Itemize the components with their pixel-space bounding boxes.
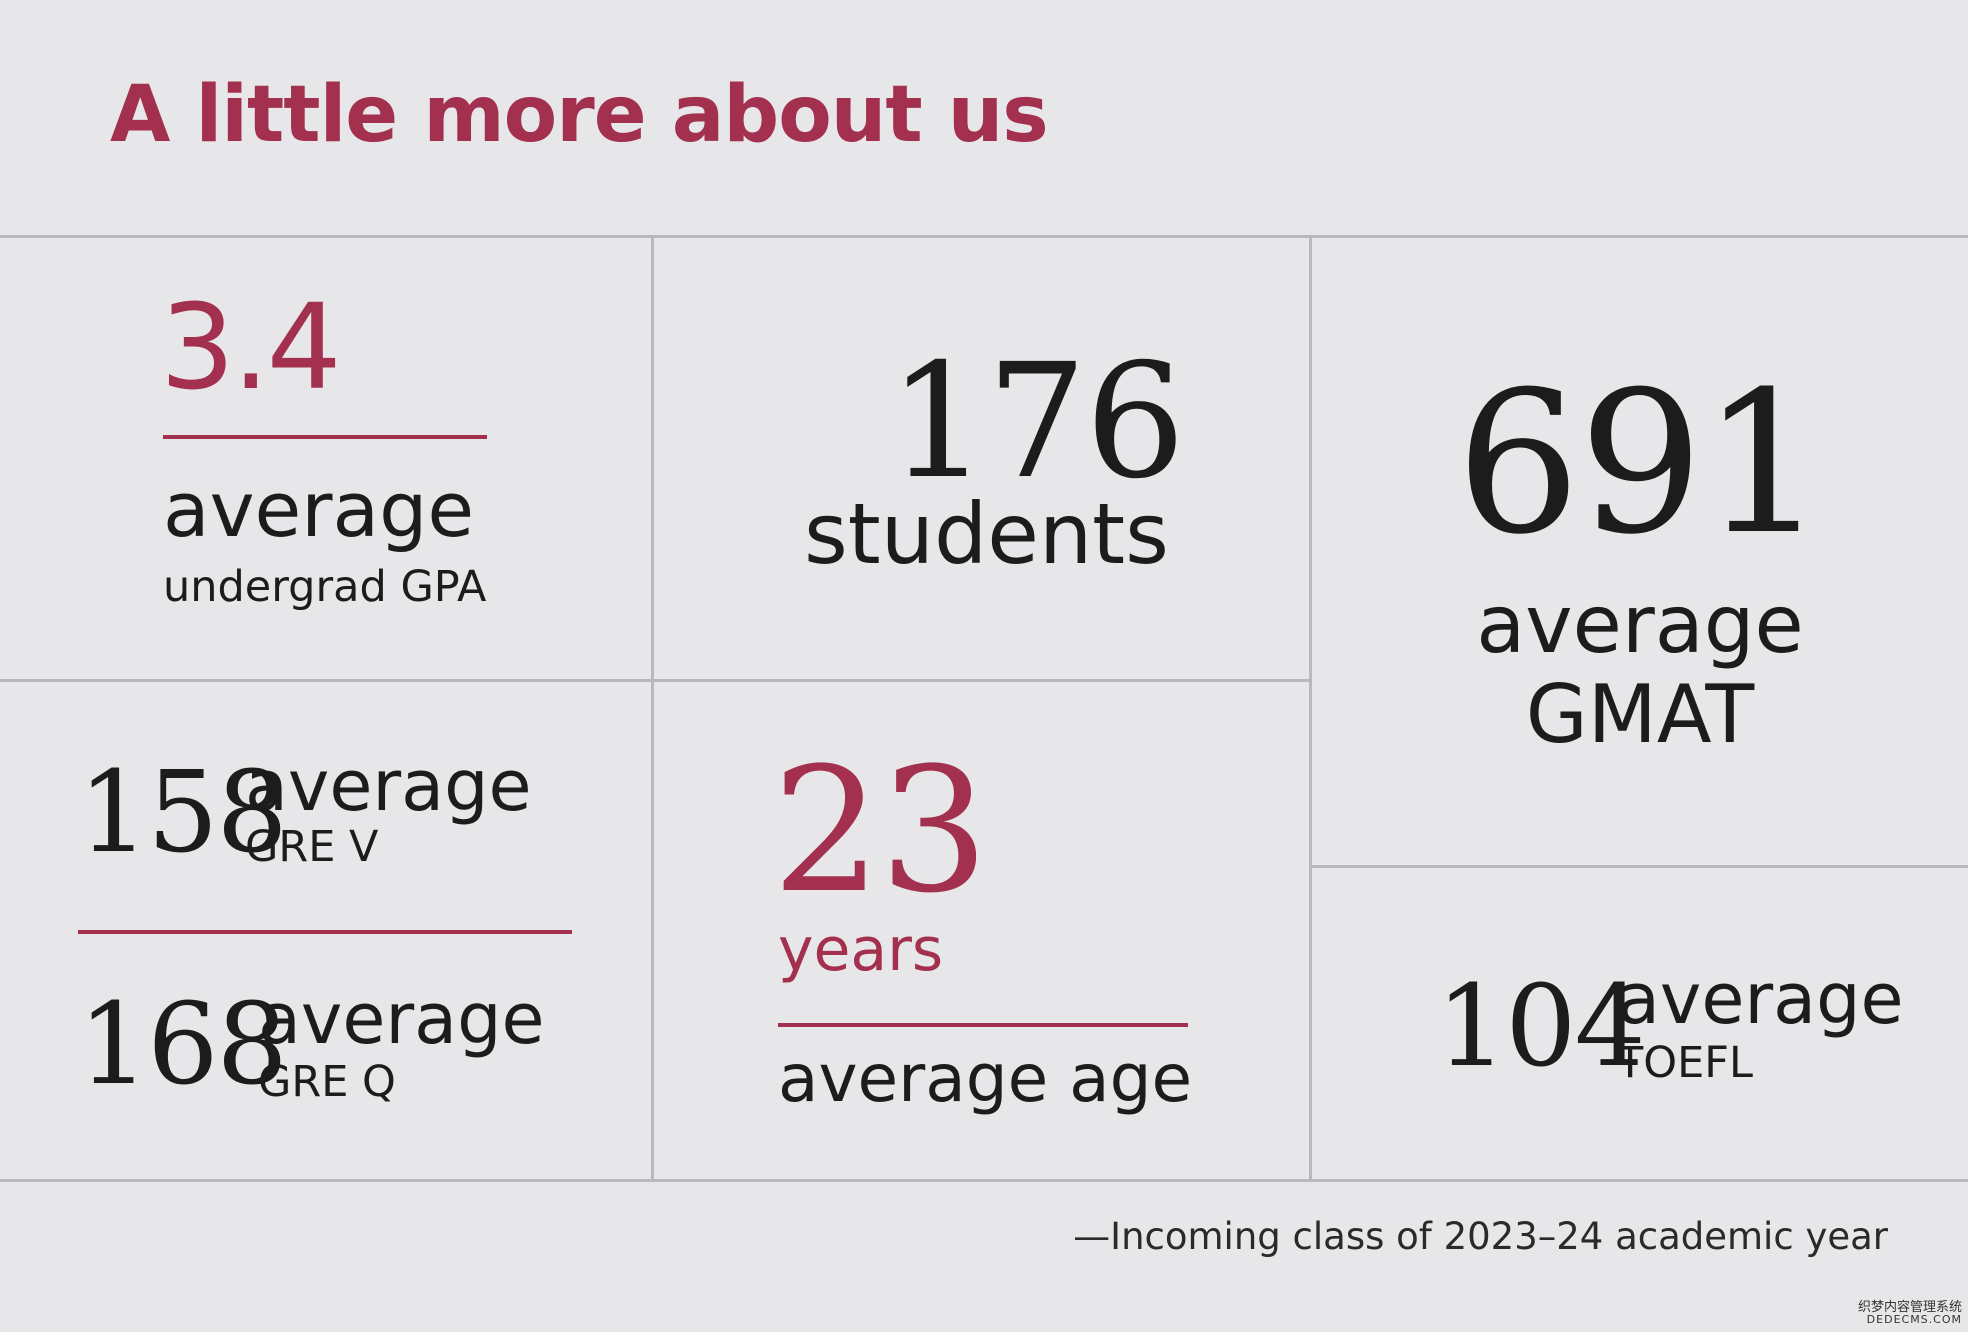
- age-unit: years: [778, 915, 944, 985]
- toefl-label: average: [1617, 958, 1904, 1040]
- grid-top-border: [0, 235, 1968, 238]
- watermark-line-2: DEDECMS.COM: [1866, 1313, 1962, 1326]
- age-value: 23: [772, 730, 989, 931]
- gmat-sublabel: GMAT: [1525, 668, 1755, 761]
- stat-cell-gmat: 691 average GMAT: [1312, 238, 1968, 865]
- students-value: 176: [888, 330, 1186, 514]
- students-label: students: [804, 485, 1169, 583]
- age-label: average age: [778, 1040, 1193, 1117]
- grid-column-divider-1: [651, 235, 654, 1179]
- gpa-value: 3.4: [160, 278, 342, 416]
- gpa-label: average: [163, 465, 475, 554]
- gpa-sublabel: undergrad GPA: [163, 562, 487, 612]
- grid-bottom-border: [0, 1179, 1968, 1182]
- page-title: A little more about us: [110, 70, 1049, 160]
- age-accent-rule: [778, 1023, 1188, 1027]
- footnote: —Incoming class of 2023–24 academic year: [1073, 1215, 1888, 1258]
- gre-v-label: average: [245, 745, 532, 827]
- gre-v-sublabel: GRE V: [245, 822, 379, 872]
- gre-q-sublabel: GRE Q: [258, 1057, 396, 1107]
- grid-column-divider-2: [1309, 235, 1312, 1179]
- gmat-label: average: [1476, 578, 1804, 671]
- gpa-accent-rule: [163, 435, 487, 439]
- grid-middle-divider: [0, 679, 1312, 682]
- gre-q-value: 168: [78, 980, 288, 1110]
- gmat-value: 691: [1455, 350, 1826, 578]
- gre-v-value: 158: [78, 748, 288, 878]
- grid-right-divider: [1312, 865, 1968, 868]
- gre-accent-rule: [78, 930, 572, 934]
- gre-q-label: average: [258, 978, 545, 1060]
- toefl-value: 104: [1436, 962, 1646, 1092]
- toefl-sublabel: TOEFL: [1617, 1038, 1753, 1088]
- watermark-line-1: 织梦内容管理系统: [1857, 1300, 1962, 1315]
